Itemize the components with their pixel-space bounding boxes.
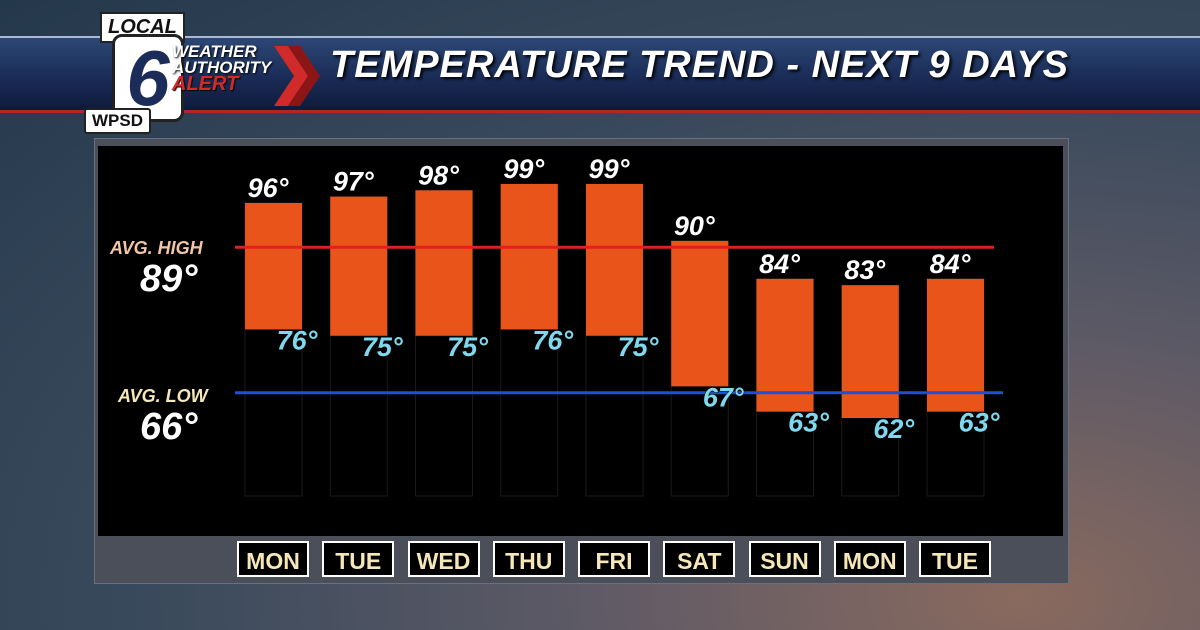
temp-range-bar	[671, 240, 729, 387]
temp-range-bar	[415, 190, 473, 336]
alert-line-alert: ALERT	[172, 73, 239, 95]
chevron-right-icon	[274, 46, 320, 106]
day-label: WED	[407, 541, 480, 577]
high-temp-label: 90°	[674, 211, 715, 241]
low-temp-label: 63°	[959, 408, 1000, 438]
day-label: SAT	[663, 541, 736, 577]
day-label: TUE	[919, 541, 991, 577]
day-label: MON	[833, 541, 906, 577]
low-temp-label: 75°	[447, 332, 488, 362]
alert-line-weather: WEATHER	[172, 42, 257, 61]
alert-line-authority: AUTHORITY	[172, 58, 272, 77]
page-title: TEMPERATURE TREND - NEXT 9 DAYS	[330, 44, 1069, 86]
day-label: THU	[492, 541, 565, 577]
logo-station-text: WPSD	[84, 108, 151, 134]
low-temp-label: 75°	[618, 332, 659, 362]
low-temp-label: 67°	[703, 382, 744, 412]
low-temp-label: 75°	[362, 332, 403, 362]
weather-alert-brand: WEATHER AUTHORITY ALERT	[172, 42, 272, 95]
high-temp-label: 84°	[759, 249, 800, 279]
avg-low-value: 66°	[140, 406, 198, 448]
low-temp-label: 63°	[788, 408, 829, 438]
high-temp-label: 97°	[333, 167, 374, 197]
high-temp-label: 96°	[248, 173, 289, 203]
temp-range-bar	[586, 184, 643, 336]
day-label: MON	[237, 541, 309, 577]
temp-range-bar	[841, 285, 899, 418]
station-logo: LOCAL 6 WPSD WEATHER AUTHORITY ALERT	[62, 8, 332, 134]
high-temp-label: 99°	[503, 154, 544, 184]
low-temp-label: 76°	[277, 325, 318, 355]
temp-range-bar	[500, 184, 558, 330]
avg-high-label: AVG. HIGH	[110, 238, 203, 258]
temp-range-bar	[245, 202, 302, 330]
avg-low-label: AVG. LOW	[118, 386, 208, 406]
low-temp-label: 76°	[532, 325, 573, 355]
day-label: TUE	[322, 541, 395, 577]
temp-range-bar	[330, 196, 388, 336]
high-temp-label: 83°	[844, 255, 885, 285]
day-label: SUN	[748, 541, 821, 577]
avg-high-value: 89°	[140, 258, 198, 300]
temp-range-bar	[756, 278, 814, 412]
high-temp-label: 99°	[589, 154, 630, 184]
temp-range-bar	[927, 278, 984, 412]
low-temp-label: 62°	[873, 414, 914, 444]
high-temp-label: 84°	[930, 249, 971, 279]
high-temp-label: 98°	[418, 160, 459, 190]
day-label: FRI	[578, 541, 650, 577]
header-bar	[0, 36, 1200, 113]
